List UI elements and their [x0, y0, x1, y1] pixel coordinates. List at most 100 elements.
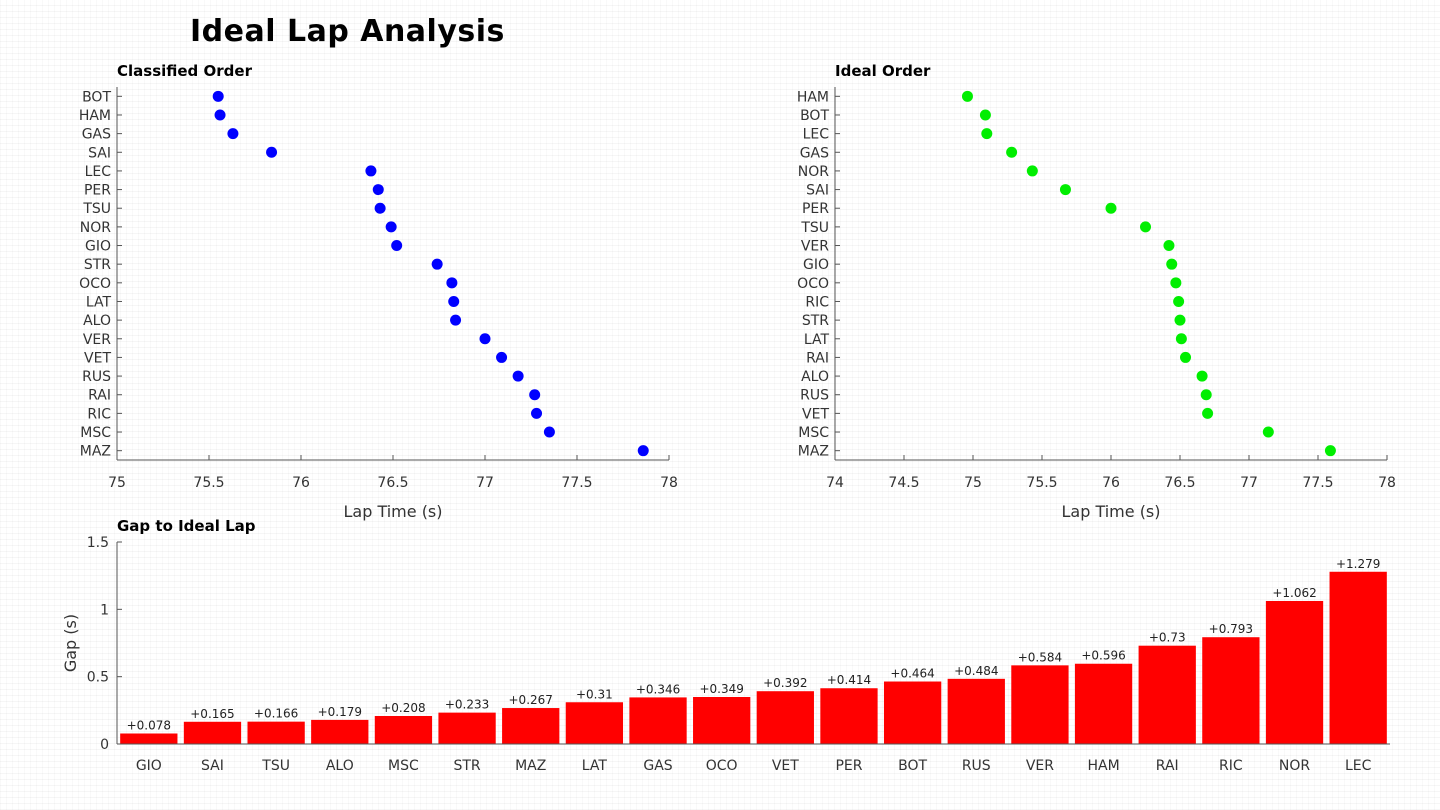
y-tick-label: GAS [800, 145, 829, 161]
bar-msc [374, 715, 433, 744]
data-point-alo [1196, 370, 1208, 382]
bar-value-label: +0.31 [576, 687, 613, 701]
bar-oco [693, 697, 751, 744]
data-point-msc [1262, 426, 1274, 438]
data-point-maz [637, 445, 649, 457]
x-tick-label: RIC [1219, 758, 1243, 774]
x-tick-label: 75.5 [193, 475, 224, 491]
data-point-lec [365, 165, 377, 177]
x-tick-label: 74.5 [888, 475, 919, 491]
y-tick-label: 0.5 [87, 670, 109, 686]
y-tick-label: RUS [82, 369, 111, 385]
y-tick-label: RIC [805, 294, 829, 310]
scatter-panel-2: Ideal Order HAM BOT LEC GAS NOR SAI PER TSU VER GI… [797, 62, 1396, 521]
data-point-bot [979, 109, 991, 121]
y-tick-label: VET [84, 350, 111, 366]
x-tick-label: 75.5 [1026, 475, 1057, 491]
bar-gio [120, 733, 178, 744]
y-tick-label: STR [84, 257, 111, 273]
bar-value-label: +1.279 [1336, 557, 1380, 571]
data-point-rai [529, 389, 541, 401]
x-tick-label: 75 [964, 475, 982, 491]
bar-gas [629, 697, 687, 744]
data-point-ver [479, 333, 491, 345]
y-tick-label: SAI [88, 145, 111, 161]
y-tick-label: PER [84, 183, 111, 199]
data-point-nor [1026, 165, 1038, 177]
x-tick-label: 77.5 [561, 475, 592, 491]
x-tick-label: 78 [660, 475, 678, 491]
data-point-ham [214, 109, 226, 121]
data-point-tsu [374, 202, 386, 214]
y-tick-label: VET [802, 406, 829, 422]
x-tick-label: 76 [292, 475, 310, 491]
figure-title: Ideal Lap Analysis [190, 14, 505, 49]
bar-value-label: +0.267 [509, 693, 553, 707]
y-tick-label: MAZ [798, 444, 829, 460]
y-axis-label: Gap (s) [61, 614, 80, 672]
data-point-bot [212, 90, 224, 102]
y-tick-label: HAM [79, 108, 111, 124]
y-tick-label: LEC [803, 127, 830, 143]
x-tick-label: 77.5 [1302, 475, 1333, 491]
data-point-ric [1173, 295, 1185, 307]
bar-value-label: +0.179 [318, 705, 362, 719]
data-point-lec [981, 128, 993, 140]
bar-value-label: +0.078 [127, 718, 171, 732]
bar-value-label: +0.484 [954, 664, 998, 678]
x-tick-label: RUS [962, 758, 991, 774]
x-tick-label: BOT [898, 758, 927, 774]
bar-value-label: +0.166 [254, 707, 298, 721]
y-tick-label: OCO [797, 276, 829, 292]
bar-value-label: +0.233 [445, 698, 489, 712]
bar-value-label: +0.392 [763, 676, 807, 690]
x-tick-label: 76.5 [1164, 475, 1195, 491]
data-point-rai [1180, 351, 1192, 363]
data-point-rus [512, 370, 524, 382]
x-tick-label: 78 [1378, 475, 1396, 491]
x-tick-label: 77 [1240, 475, 1258, 491]
data-point-lat [1175, 333, 1187, 345]
y-tick-label: LAT [804, 332, 830, 348]
x-tick-label: SAI [201, 758, 224, 774]
x-tick-label: STR [453, 758, 480, 774]
bar-value-label: +0.793 [1209, 622, 1253, 636]
x-axis-label: Lap Time (s) [343, 502, 442, 521]
y-tick-label: GAS [82, 127, 111, 143]
y-tick-label: MAZ [80, 444, 111, 460]
bar-value-label: +1.062 [1272, 586, 1316, 600]
y-tick-label: VER [801, 239, 829, 255]
y-tick-label: BOT [82, 89, 111, 105]
x-tick-label: NOR [1279, 758, 1310, 774]
y-tick-label: HAM [797, 89, 829, 105]
data-point-sai [266, 146, 278, 158]
bar-value-label: +0.165 [190, 707, 234, 721]
x-tick-label: RAI [1156, 758, 1179, 774]
bar-value-label: +0.414 [827, 673, 871, 687]
scatter-panel-1: Classified Order BOT HAM GAS SAI LEC PER TSU NOR… [79, 62, 678, 521]
y-tick-label: LEC [85, 164, 112, 180]
data-point-per [372, 184, 384, 196]
x-tick-label: 75 [108, 475, 126, 491]
y-tick-label: RIC [87, 406, 111, 422]
bar-str [438, 712, 496, 744]
bar-sai [183, 721, 242, 744]
x-tick-label: TSU [261, 758, 290, 774]
x-tick-label: LAT [582, 758, 608, 774]
panel-title: Ideal Order [835, 62, 931, 80]
bar-rai [1138, 645, 1196, 744]
data-point-gas [227, 128, 239, 140]
y-tick-label: 1.5 [87, 535, 109, 551]
x-tick-label: 76 [1102, 475, 1120, 491]
data-point-vet [496, 351, 508, 363]
data-point-maz [1324, 445, 1336, 457]
data-point-tsu [1140, 221, 1151, 233]
bar-ric [1202, 637, 1260, 744]
bar-nor [1265, 600, 1324, 744]
bar-panel: Gap to Ideal Lap +0.078 GIO +0.165 SAI +0.166… [61, 517, 1390, 774]
y-tick-label: VER [83, 332, 111, 348]
bar-lat [565, 702, 624, 744]
bar-per [820, 688, 878, 744]
data-point-gio [391, 240, 403, 252]
